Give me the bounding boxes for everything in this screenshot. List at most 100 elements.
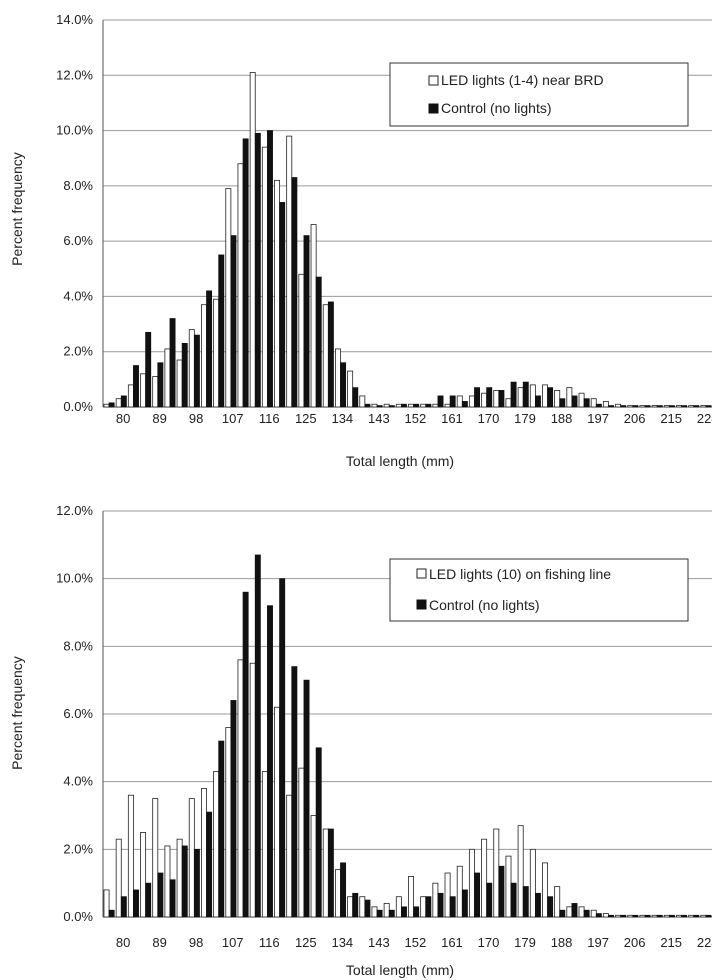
- legend-swatch-led: [416, 568, 427, 579]
- bar-led: [529, 848, 536, 918]
- bar-control: [218, 254, 225, 408]
- bar-led: [566, 906, 573, 918]
- bar-led: [578, 906, 585, 918]
- bar-led: [688, 405, 695, 408]
- bar-control: [181, 845, 188, 918]
- bar-control: [705, 405, 712, 408]
- bar-control: [157, 362, 164, 408]
- x-tick-label: 206: [624, 935, 646, 950]
- bar-control: [315, 276, 322, 408]
- bar-led: [395, 403, 402, 408]
- bar-led: [432, 403, 439, 408]
- x-tick-label: 152: [405, 935, 427, 950]
- bar-control: [449, 395, 456, 408]
- legend-label-control: Control (no lights): [429, 597, 540, 613]
- bar-control: [352, 892, 359, 918]
- bar-control: [583, 909, 590, 918]
- plot-area: 0.0% 2.0% 4.0% 6.0% 8.0% 10.0% 12.0% 80 89 98 107 1…: [56, 503, 712, 950]
- y-tick-label: 10.0%: [56, 571, 93, 586]
- bar-control: [461, 401, 468, 408]
- bar-led: [310, 815, 317, 918]
- bar-led: [261, 146, 268, 408]
- bar-led: [651, 914, 658, 918]
- legend-swatch-control: [416, 599, 427, 610]
- bar-led: [286, 135, 293, 408]
- bar-control: [547, 387, 554, 408]
- bar-led: [542, 384, 548, 408]
- bar-control: [145, 882, 152, 918]
- bar-led: [359, 896, 366, 918]
- y-tick-label: 4.0%: [63, 288, 93, 303]
- bar-control: [705, 914, 712, 918]
- y-axis-title: Percent frequency: [9, 656, 25, 770]
- bar-control: [486, 882, 493, 918]
- bar-control: [327, 828, 334, 918]
- bar-control: [522, 381, 529, 408]
- x-tick-label: 188: [551, 411, 573, 426]
- bar-led: [286, 794, 293, 918]
- bar-control: [352, 387, 359, 408]
- legend: LED lights (10) on fishing line Control …: [389, 558, 689, 622]
- bar-control: [401, 906, 407, 918]
- bar-led: [651, 405, 658, 408]
- bar-led: [505, 398, 512, 408]
- y-axis-title: Percent frequency: [9, 152, 25, 266]
- bar-control: [474, 872, 481, 918]
- x-tick-label: 80: [116, 935, 130, 950]
- bar-control: [291, 666, 298, 918]
- bar-led: [627, 405, 634, 408]
- bar-control: [632, 914, 639, 918]
- bar-led: [334, 869, 341, 918]
- bar-led: [420, 403, 427, 408]
- legend-label-led: LED lights (10) on fishing line: [429, 566, 611, 582]
- bar-control: [571, 395, 578, 408]
- x-axis-title: Total length (mm): [346, 453, 454, 469]
- bar-control: [693, 405, 700, 408]
- bar-led: [517, 387, 524, 408]
- bar-led: [456, 395, 463, 408]
- bar-control: [145, 331, 152, 408]
- bar-led: [468, 395, 475, 408]
- bar-led: [615, 914, 622, 918]
- bar-control: [242, 138, 249, 408]
- bar-led: [408, 876, 414, 918]
- y-tick-label: 6.0%: [63, 706, 93, 721]
- bar-led: [688, 914, 695, 918]
- bar-control: [534, 395, 541, 408]
- bar-control: [279, 202, 286, 408]
- x-tick-label: 107: [222, 935, 244, 950]
- bar-led: [347, 370, 354, 408]
- bar-led: [615, 403, 622, 408]
- bar-control: [620, 405, 627, 408]
- legend-label-led: LED lights (1-4) near BRD: [441, 72, 604, 88]
- bar-led: [529, 384, 536, 408]
- bar-control: [230, 235, 237, 408]
- bar-control: [340, 862, 347, 918]
- bar-control: [668, 405, 675, 408]
- y-tick-label: 4.0%: [63, 774, 93, 789]
- bar-control: [120, 395, 127, 408]
- bar-led: [663, 914, 670, 918]
- bar-led: [456, 865, 463, 918]
- y-tick-label: 0.0%: [63, 909, 93, 924]
- bar-led: [602, 401, 609, 408]
- bar-led: [176, 359, 183, 408]
- x-tick-label: 89: [152, 935, 166, 950]
- bar-led: [201, 788, 207, 918]
- bar-control: [608, 914, 614, 918]
- bar-led: [188, 329, 195, 408]
- bar-control: [120, 896, 127, 918]
- bar-led: [493, 390, 500, 408]
- bar-led: [115, 398, 122, 408]
- bar-led: [225, 188, 232, 408]
- bar-led: [627, 914, 634, 918]
- bar-control: [474, 387, 481, 408]
- bar-led: [347, 896, 354, 918]
- bar-control: [461, 889, 468, 918]
- bar-led: [103, 889, 110, 918]
- bar-led: [590, 398, 597, 408]
- x-tick-label: 134: [331, 411, 353, 426]
- x-tick-label: 107: [222, 411, 244, 426]
- bar-control: [157, 872, 164, 918]
- plot-area: 0.0% 2.0% 4.0% 6.0% 8.0% 10.0% 12.0% 14.0% 80 89 9…: [56, 12, 712, 426]
